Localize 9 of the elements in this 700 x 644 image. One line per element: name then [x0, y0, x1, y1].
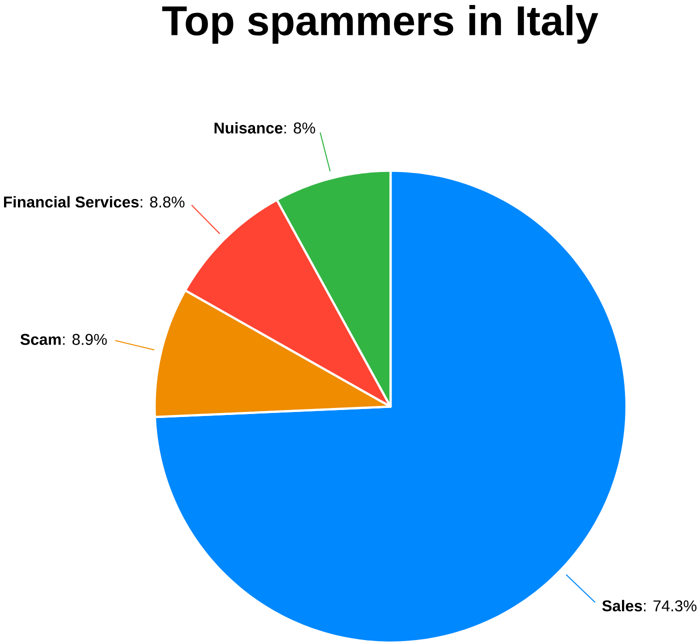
slice-label: Sales — [602, 600, 642, 612]
slice-label: Financial Services — [4, 196, 139, 208]
data-label: : 8.9% — [63, 334, 107, 346]
chart-title: Top spammers in Italy — [162, 5, 598, 44]
data-label: : 74.3% — [644, 600, 696, 612]
data-label: : 8% — [284, 122, 316, 134]
data-label: : 8.8% — [140, 196, 184, 208]
slice-label: Scam — [20, 334, 61, 346]
slice-label: Nuisance — [214, 122, 282, 134]
